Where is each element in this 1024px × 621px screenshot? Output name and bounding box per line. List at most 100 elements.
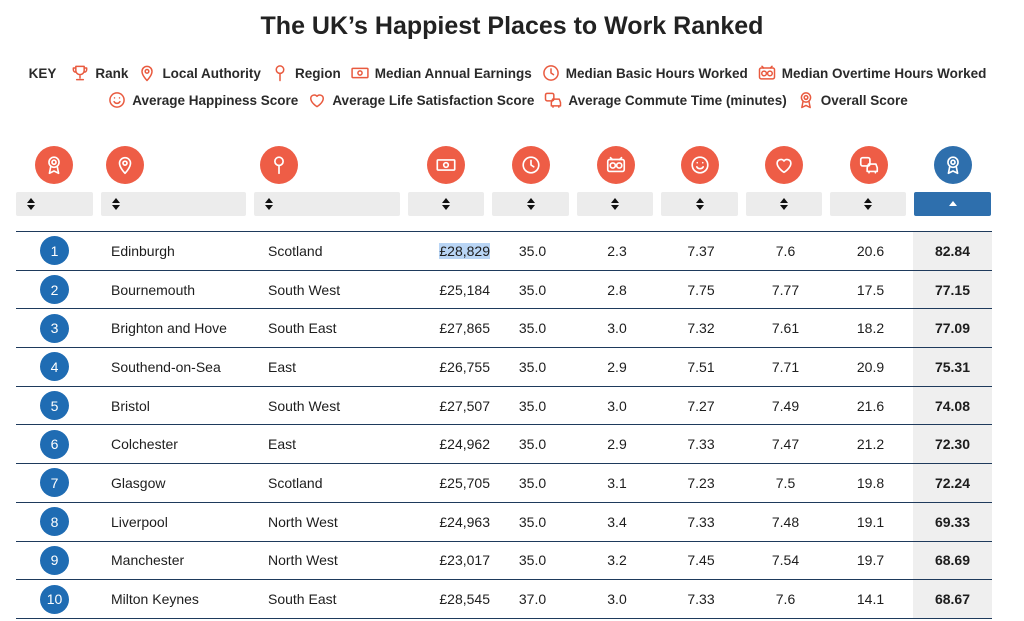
map-pin-icon — [118, 156, 132, 175]
column-icon-basic-hours — [512, 146, 550, 184]
life-satisfaction-cell: 7.49 — [743, 385, 828, 425]
life-satisfaction-cell: 7.61 — [743, 308, 828, 348]
sort-button-region[interactable] — [254, 192, 400, 216]
commute-cell: 18.2 — [828, 308, 913, 348]
sort-descending-icon — [948, 201, 957, 206]
basic-hours-cell: 35.0 — [490, 501, 575, 541]
trophy-icon — [73, 65, 88, 81]
basic-hours-cell: 35.0 — [490, 269, 575, 309]
earnings-cell: £25,184 — [404, 269, 490, 309]
sort-button-commute[interactable] — [830, 192, 906, 216]
overtime-cell: 2.3 — [575, 231, 659, 271]
earnings-value: £24,963 — [439, 513, 490, 530]
sort-button-happiness[interactable] — [661, 192, 738, 216]
commute-cell: 21.2 — [828, 424, 913, 464]
happiness-cell: 7.33 — [659, 501, 743, 541]
earnings-value: £27,865 — [439, 320, 490, 337]
happiness-cell: 7.33 — [659, 579, 743, 619]
overtime-cell: 3.0 — [575, 308, 659, 348]
column-icon-happiness — [681, 146, 719, 184]
rank-badge: 3 — [40, 313, 69, 343]
overtime-cell: 3.4 — [575, 501, 659, 541]
happiness-cell: 7.51 — [659, 347, 743, 387]
rank-badge: 2 — [40, 275, 69, 305]
local-authority-cell: Edinburgh — [92, 231, 246, 271]
overall-score-cell: 77.15 — [913, 269, 992, 309]
sort-icon — [27, 198, 35, 210]
key-item-median-earnings: Median Annual Earnings — [350, 63, 532, 83]
sort-button-local-authority[interactable] — [101, 192, 246, 216]
local-authority-cell: Manchester — [92, 540, 246, 580]
key-item-local-authority: Local Authority — [137, 63, 261, 83]
life-satisfaction-cell: 7.6 — [743, 231, 828, 271]
award-icon — [800, 92, 812, 109]
rank-badge: 10 — [40, 584, 69, 614]
key-legend-row-1: KEY Rank Local Authority Region Median A… — [0, 63, 1024, 83]
rank-badge: 7 — [40, 468, 69, 498]
rank-badge: 6 — [40, 429, 69, 459]
commute-icon — [545, 92, 562, 108]
table-row: 3 Brighton and Hove South East £27,865 35.0 3… — [16, 308, 992, 348]
key-item-basic-hours: Median Basic Hours Worked — [541, 63, 748, 83]
earnings-value: £28,545 — [439, 591, 490, 608]
rank-cell: 8 — [16, 501, 92, 541]
earnings-cell: £28,829 — [404, 231, 490, 271]
overtime-cell: 3.0 — [575, 385, 659, 425]
key-item-rank: Rank — [70, 63, 128, 83]
column-icon-overall-score — [934, 146, 972, 184]
region-cell: South East — [246, 308, 404, 348]
overtime-clock-icon — [758, 65, 776, 80]
sort-button-basic-hours[interactable] — [492, 192, 569, 216]
table-row: 9 Manchester North West £23,017 35.0 3.2 7.45 7… — [16, 540, 992, 580]
commute-cell: 20.9 — [828, 347, 913, 387]
local-authority-cell: Glasgow — [92, 463, 246, 503]
rank-cell: 6 — [16, 424, 92, 464]
award-icon — [48, 156, 60, 175]
local-authority-cell: Colchester — [92, 424, 246, 464]
overall-score-cell: 72.24 — [913, 463, 992, 503]
earnings-value: £27,507 — [439, 397, 490, 414]
local-authority-cell: Milton Keynes — [92, 579, 246, 619]
earnings-value: £23,017 — [439, 552, 490, 569]
sort-button-overall-score[interactable] — [914, 192, 991, 216]
commute-cell: 20.6 — [828, 231, 913, 271]
basic-hours-cell: 35.0 — [490, 540, 575, 580]
basic-hours-cell: 35.0 — [490, 347, 575, 387]
sort-icon — [780, 198, 788, 210]
banknote-icon — [351, 67, 369, 79]
overall-score-cell: 68.69 — [913, 540, 992, 580]
table-row: 10 Milton Keynes South East £28,545 37.0 3.0 7… — [16, 579, 992, 619]
basic-hours-cell: 35.0 — [490, 463, 575, 503]
earnings-cell: £27,865 — [404, 308, 490, 348]
happiness-cell: 7.75 — [659, 269, 743, 309]
overall-score-cell: 75.31 — [913, 347, 992, 387]
sort-button-rank[interactable] — [16, 192, 93, 216]
commute-icon — [859, 156, 879, 174]
earnings-value: £25,184 — [439, 281, 490, 298]
heart-icon — [776, 158, 792, 174]
region-pin-icon — [275, 65, 285, 82]
overall-score-cell: 77.09 — [913, 308, 992, 348]
commute-cell: 19.8 — [828, 463, 913, 503]
sort-button-earnings[interactable] — [408, 192, 484, 216]
rank-badge: 1 — [40, 236, 69, 266]
region-cell: South West — [246, 385, 404, 425]
region-cell: Scotland — [246, 231, 404, 271]
local-authority-cell: Brighton and Hove — [92, 308, 246, 348]
region-cell: North West — [246, 501, 404, 541]
award-icon — [947, 156, 959, 175]
overtime-cell: 3.2 — [575, 540, 659, 580]
banknote-icon — [436, 159, 456, 171]
local-authority-cell: Liverpool — [92, 501, 246, 541]
earnings-cell: £23,017 — [404, 540, 490, 580]
sort-button-life-satisfaction[interactable] — [746, 192, 822, 216]
smiley-icon — [109, 92, 126, 108]
rank-cell: 3 — [16, 308, 92, 348]
sort-icon — [442, 198, 450, 210]
region-cell: Scotland — [246, 463, 404, 503]
sort-button-overtime[interactable] — [577, 192, 653, 216]
map-pin-icon — [141, 65, 154, 82]
life-satisfaction-cell: 7.5 — [743, 463, 828, 503]
happiness-cell: 7.45 — [659, 540, 743, 580]
column-icon-commute — [850, 146, 888, 184]
